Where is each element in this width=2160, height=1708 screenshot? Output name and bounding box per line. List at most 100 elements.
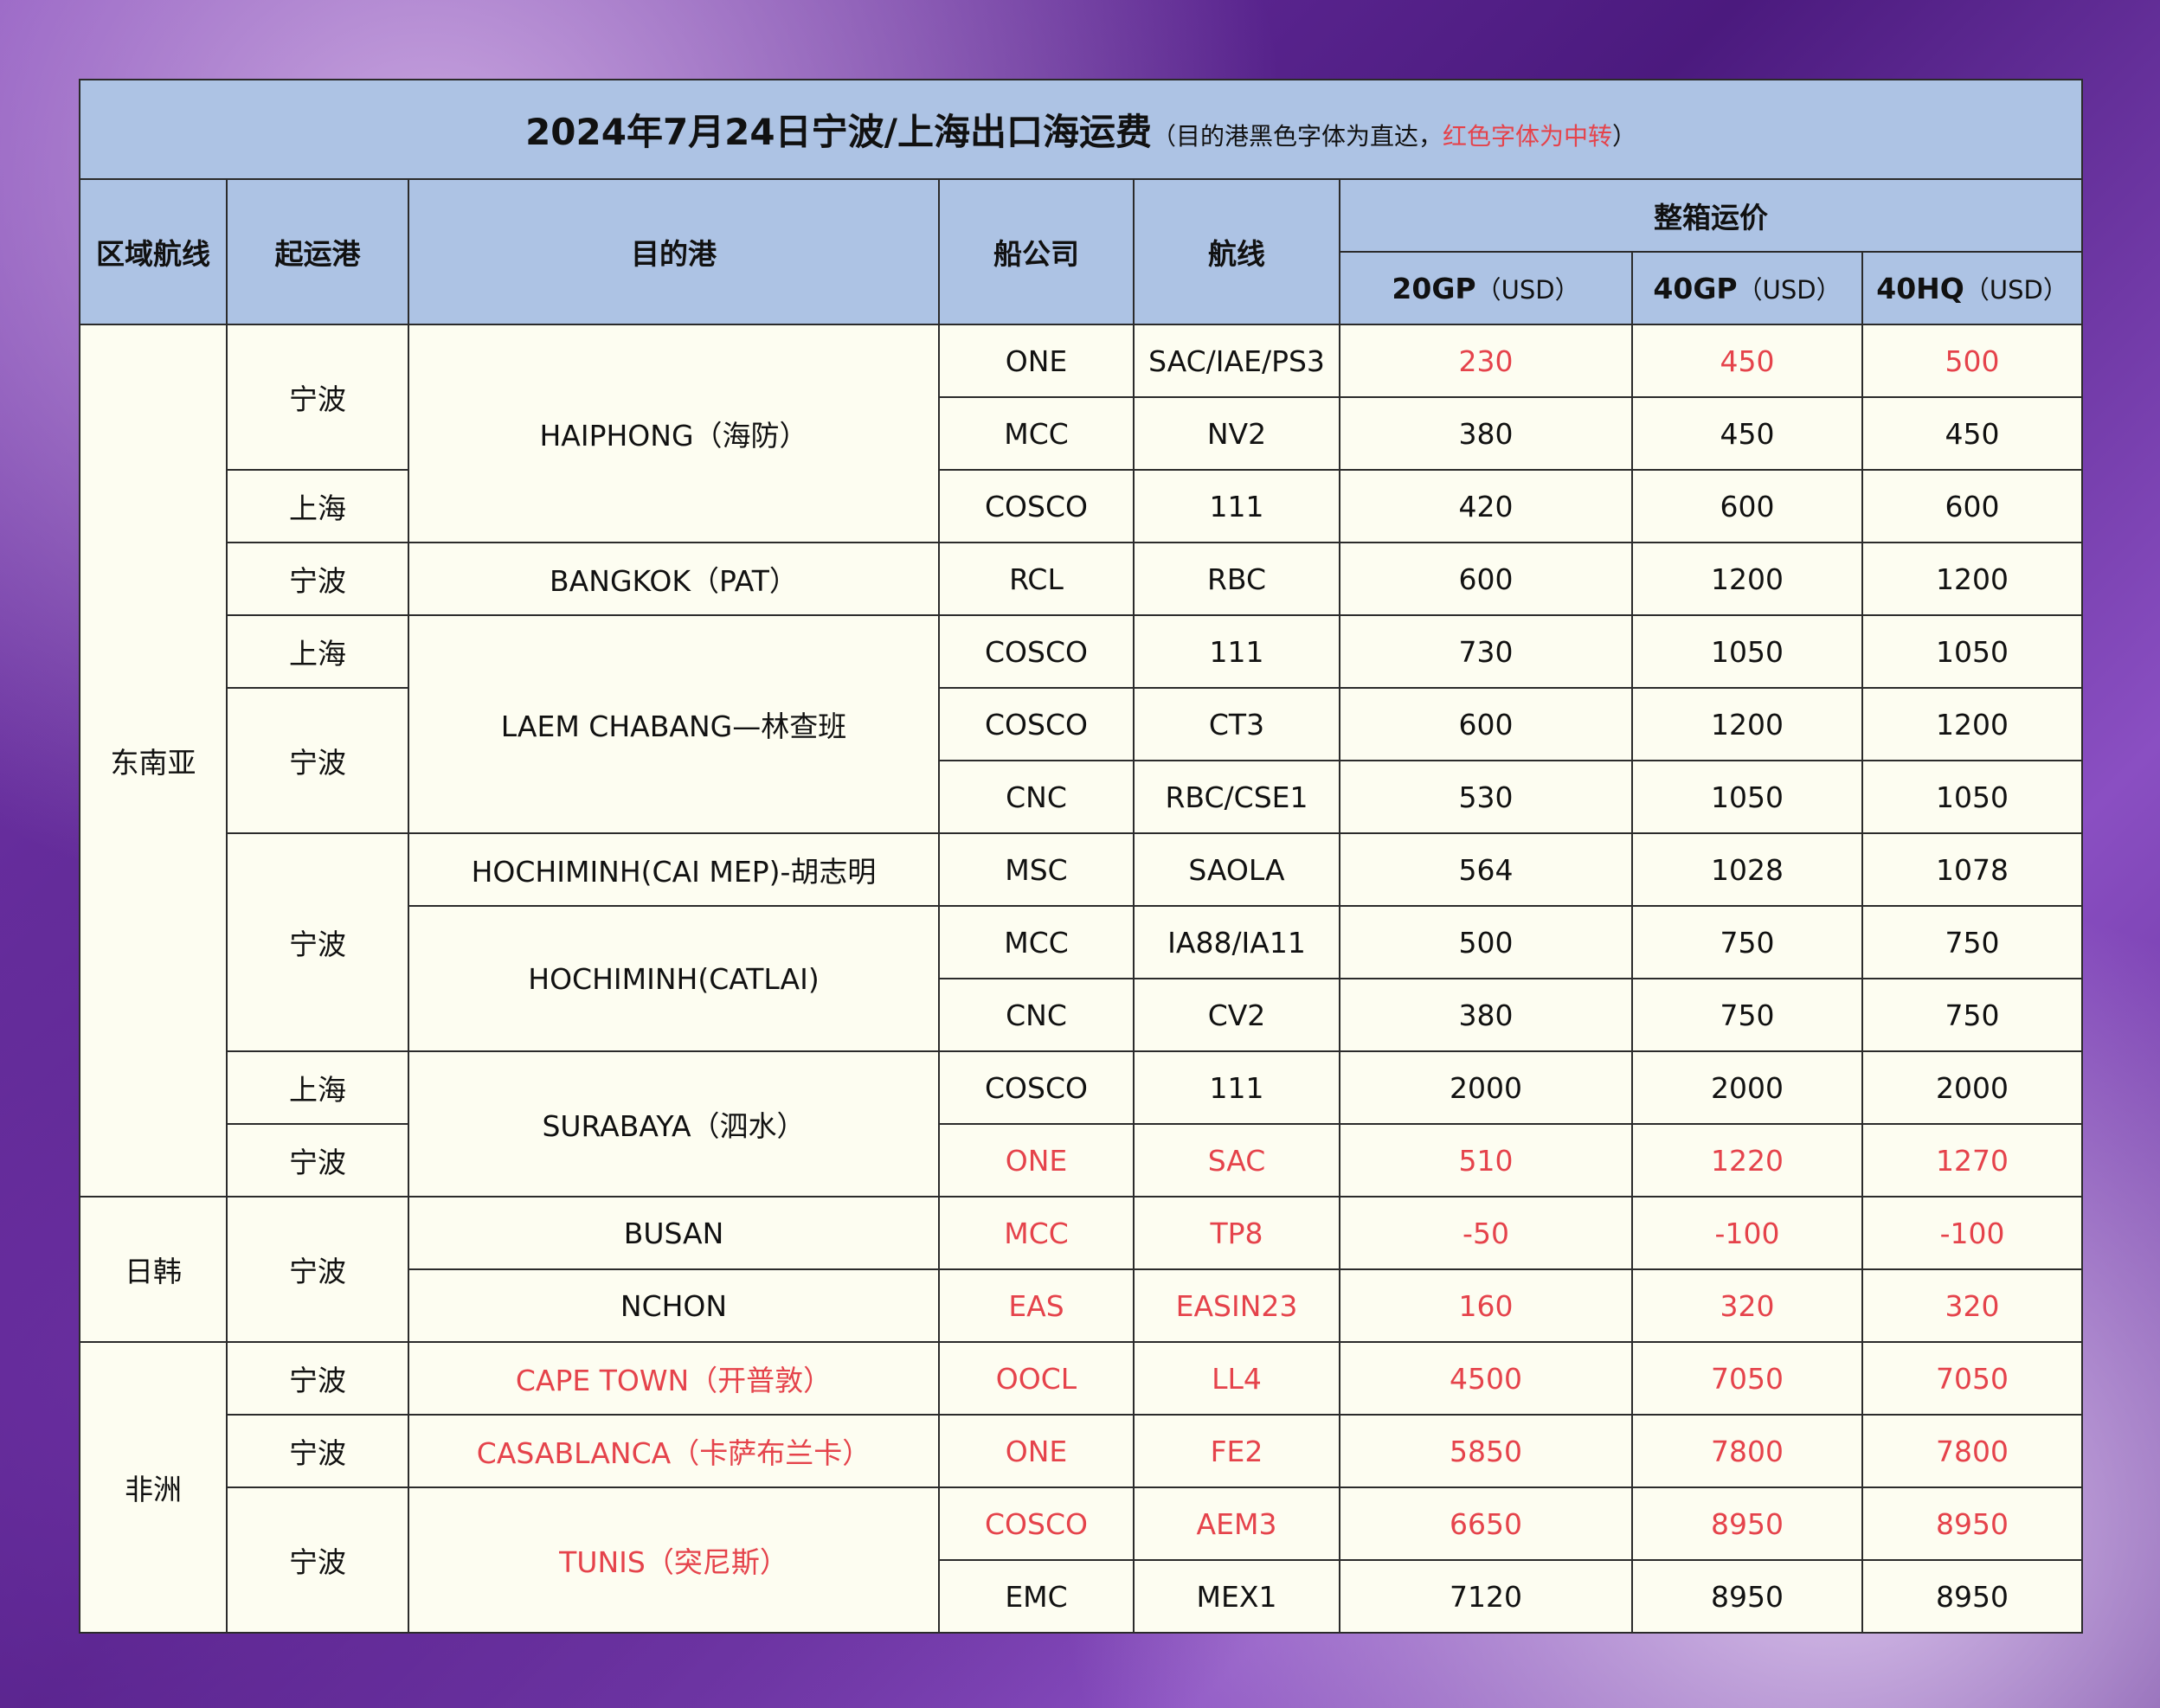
price: 7050: [1861, 1341, 2084, 1416]
price: 1050: [1861, 614, 2084, 689]
price: 500: [1861, 324, 2084, 398]
route: SAC: [1133, 1123, 1340, 1198]
row: 宁波 COSCO CT3 600 1200 1200: [80, 687, 2084, 834]
route: TP8: [1133, 1196, 1340, 1270]
header: 整箱运价: [1338, 178, 2084, 253]
origin: 上海: [226, 469, 409, 543]
route: IA88/IA11: [1133, 905, 1340, 979]
note: （目的港黑色字体为直达，: [1151, 122, 1443, 151]
price: 450: [1631, 396, 1863, 471]
table-body: 东南亚 宁波 HAIPHONG（海防） ONE SAC/IAE/PS3 230 450 500…: [79, 324, 2084, 1634]
price: 2000: [1339, 1050, 1633, 1125]
price: 750: [1861, 978, 2084, 1052]
carrier: COSCO: [938, 469, 1135, 543]
price: -100: [1861, 1196, 2084, 1270]
route: RBC: [1133, 542, 1340, 616]
carrier: OOCL: [938, 1341, 1135, 1416]
price: 320: [1861, 1268, 2084, 1343]
price: 500: [1339, 905, 1633, 979]
row: 宁波 ONE SAC 510 1220 1270: [80, 1123, 2084, 1198]
price: 1270: [1861, 1123, 2084, 1198]
price: 510: [1339, 1123, 1633, 1198]
carrier: COSCO: [938, 687, 1135, 761]
price: 230: [1339, 324, 1633, 398]
origin: 宁波: [226, 832, 409, 1052]
row: 宁波 HOCHIMINH(CAI MEP)-胡志明 MSC SAOLA 564 1028 1…: [80, 832, 2084, 1052]
origin: 宁波: [226, 542, 409, 616]
price: 750: [1631, 978, 1863, 1052]
carrier: COSCO: [938, 1486, 1135, 1561]
origin: 宁波: [226, 1486, 409, 1634]
region: 东南亚: [79, 324, 228, 1198]
origin: 上海: [226, 1050, 409, 1125]
row: 上海 SURABAYA（泗水） COSCO 111 2000 2000 2000: [80, 1050, 2084, 1198]
price: 8950: [1631, 1559, 1863, 1634]
row: 宁波 TUNIS（突尼斯） COSCO AEM3 6650 8950 8950: [80, 1486, 2084, 1634]
price: -50: [1339, 1196, 1633, 1270]
carrier: COSCO: [938, 1050, 1135, 1125]
origin: 宁波: [226, 324, 409, 471]
destination: TUNIS（突尼斯）: [408, 1486, 940, 1634]
origin: 宁波: [226, 1123, 409, 1198]
price: 8950: [1861, 1486, 2084, 1561]
price: 1050: [1631, 614, 1863, 689]
destination: CASABLANCA（卡萨布兰卡）: [408, 1414, 940, 1488]
route: EASIN23: [1133, 1268, 1340, 1343]
price: 7800: [1861, 1414, 2084, 1488]
price: 320: [1631, 1268, 1863, 1343]
destination: SURABAYA（泗水）: [408, 1050, 940, 1198]
header-label: 40HQ: [1876, 272, 1964, 305]
price: 1200: [1861, 687, 2084, 761]
price: 730: [1339, 614, 1633, 689]
row: 非洲 宁波 CAPE TOWN（开普敦） OOCL LL4 4500 7050 7050: [79, 1341, 2084, 1634]
row: HOCHIMINH(CATLAI) MCC IA88/IA11 500 750 750: [80, 905, 2084, 1052]
origin: 上海: [226, 614, 409, 689]
price: 7800: [1631, 1414, 1863, 1488]
carrier: CNC: [938, 978, 1135, 1052]
header: 40GP（USD）: [1631, 251, 1863, 325]
carrier: ONE: [938, 1123, 1135, 1198]
price: 530: [1339, 760, 1633, 834]
destination: HOCHIMINH(CATLAI): [408, 905, 940, 1052]
price: 8950: [1861, 1559, 2084, 1634]
title: 2024年7月24日宁波/上海出口海运费: [525, 111, 1152, 153]
price: 5850: [1339, 1414, 1633, 1488]
price: 1050: [1631, 760, 1863, 834]
unit: （USD）: [1964, 275, 2068, 305]
region: 非洲: [79, 1341, 228, 1634]
price: 600: [1339, 687, 1633, 761]
title-cell: 2024年7月24日宁波/上海出口海运费（目的港黑色字体为直达，红色字体为中转）: [78, 79, 2084, 180]
price: 1050: [1861, 760, 2084, 834]
origin: 宁波: [226, 1196, 409, 1343]
price: 1078: [1861, 832, 2084, 907]
carrier: ONE: [938, 1414, 1135, 1488]
route: SAOLA: [1133, 832, 1340, 907]
unit: （USD）: [1737, 275, 1842, 305]
origin: 宁波: [226, 1414, 409, 1488]
destination: NCHON: [408, 1268, 940, 1343]
price: 450: [1861, 396, 2084, 471]
price: 160: [1339, 1268, 1633, 1343]
price: 1200: [1631, 542, 1863, 616]
price: 600: [1861, 469, 2084, 543]
price: 600: [1339, 542, 1633, 616]
origin: 宁波: [226, 687, 409, 834]
price: 4500: [1339, 1341, 1633, 1416]
price: -100: [1631, 1196, 1863, 1270]
carrier: CNC: [938, 760, 1135, 834]
route: 111: [1133, 614, 1340, 689]
note: ）: [1612, 122, 1637, 151]
carrier: ONE: [938, 324, 1135, 398]
price: 6650: [1339, 1486, 1633, 1561]
price: 380: [1339, 396, 1633, 471]
price: 750: [1861, 905, 2084, 979]
price: 7120: [1339, 1559, 1633, 1634]
price: 7050: [1631, 1341, 1863, 1416]
route: MEX1: [1133, 1559, 1340, 1634]
price: 2000: [1631, 1050, 1863, 1125]
row: EMC MEX1 7120 8950 8950: [80, 1559, 2084, 1634]
header: 航线: [1133, 178, 1340, 325]
route: LL4: [1133, 1341, 1340, 1416]
route: FE2: [1133, 1414, 1340, 1488]
destination: CAPE TOWN（开普敦）: [408, 1341, 940, 1416]
